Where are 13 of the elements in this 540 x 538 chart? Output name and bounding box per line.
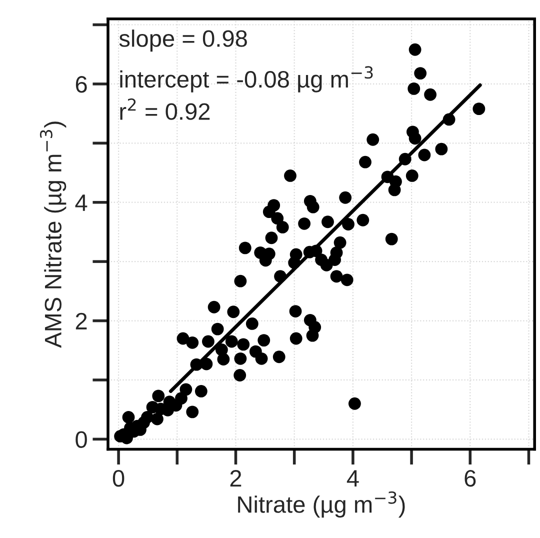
x-tick-label: 2 bbox=[230, 470, 242, 486]
annotation: r$^{2}$ = 0.92 bbox=[120, 98, 210, 120]
annotation: slope = 0.98 bbox=[119, 30, 247, 52]
x-tick-label: 0 bbox=[112, 470, 124, 487]
x-tick-label: 4 bbox=[346, 470, 359, 486]
y-axis-title: AMS Nitrate (µg m$^{−3}$) bbox=[40, 122, 66, 348]
y-tick-label: 0 bbox=[76, 431, 87, 448]
y-tick-label: 2 bbox=[76, 312, 87, 330]
y-tick-label: 6 bbox=[76, 76, 87, 93]
y-tick-label: 4 bbox=[75, 194, 88, 211]
x-axis-title: Nitrate (µg m$^{−3}$) bbox=[238, 491, 405, 518]
annotation: intercept = -0.08 µg m$^{−3}$ bbox=[120, 66, 373, 92]
x-tick-label: 6 bbox=[464, 470, 476, 487]
